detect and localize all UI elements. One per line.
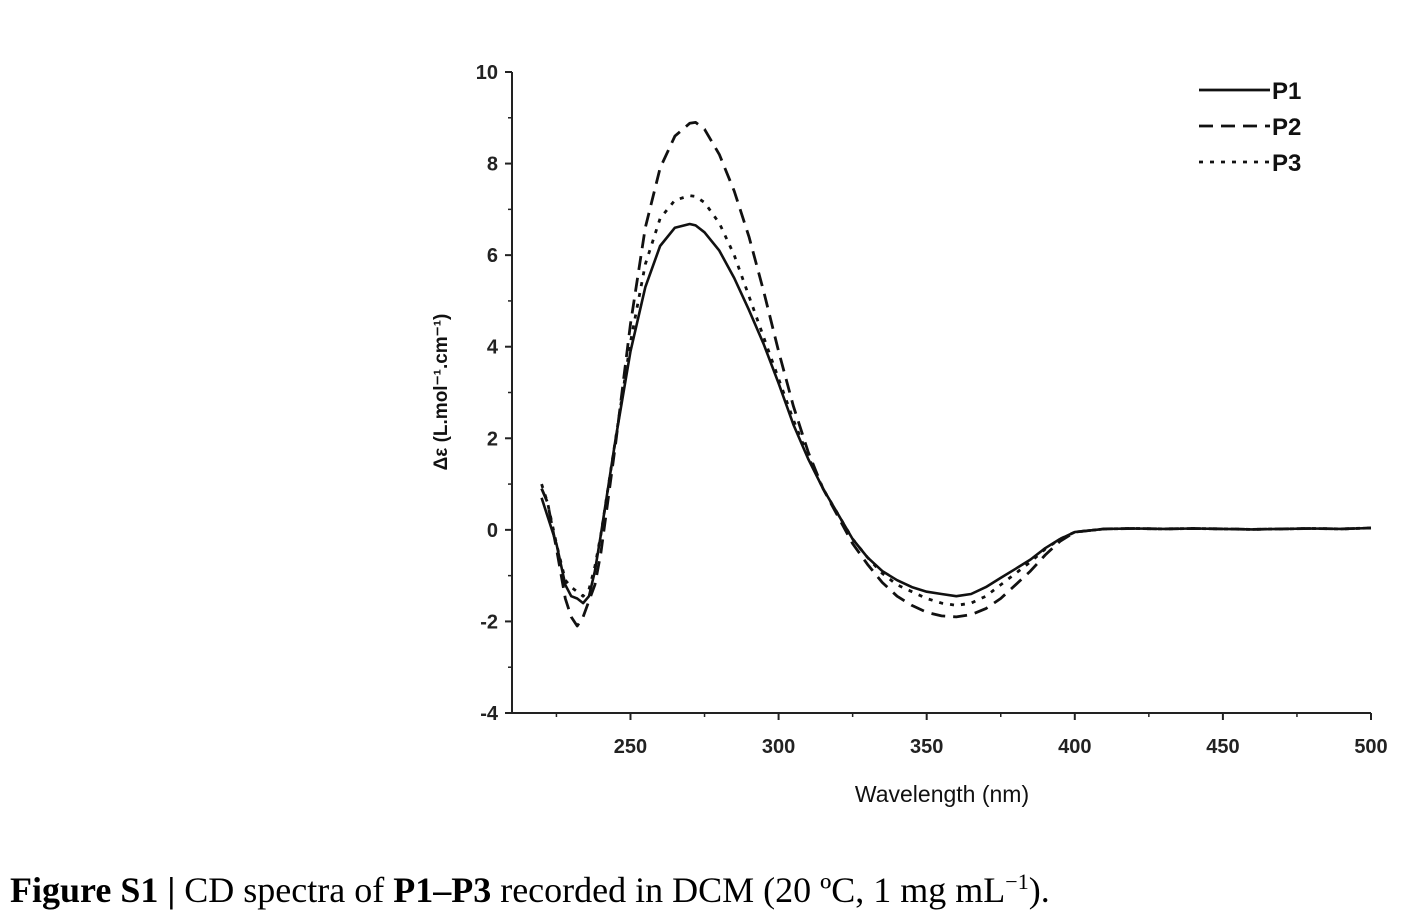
- y-tick-label: -4: [480, 703, 499, 725]
- legend-label-p3: P3: [1272, 150, 1301, 177]
- y-tick-label: 2: [487, 428, 498, 450]
- legend: P1 P2 P3: [1199, 78, 1301, 177]
- series-line-p3: [540, 194, 1372, 607]
- caption-compounds: P1–P3: [393, 870, 492, 910]
- x-axis-title: Wavelength (nm): [855, 781, 1029, 807]
- figure-caption: Figure S1 | CD spectra of P1–P3 recorded…: [10, 868, 1390, 912]
- legend-label-p1: P1: [1272, 78, 1301, 105]
- caption-superscript: −1: [1005, 869, 1029, 894]
- x-tick-label: 300: [762, 736, 795, 758]
- caption-label: Figure S1 |: [10, 870, 176, 910]
- x-tick-label: 350: [910, 736, 943, 758]
- data-series: [540, 121, 1372, 628]
- y-tick-label: 6: [487, 245, 498, 267]
- x-tick-label: 450: [1206, 736, 1239, 758]
- cd-spectra-chart: -4 -2 0 2 4 6 8 10 250 300 350 400 450 500 P1 P2 P3 Wav…: [431, 62, 1388, 807]
- chart-svg: -4 -2 0 2 4 6 8 10 250 300 350 400 450 500 P1 P2 P3 Wav…: [431, 62, 1388, 807]
- y-axis-title: Δε (L.mol⁻¹.cm⁻¹): [431, 314, 452, 471]
- tick-labels: -4 -2 0 2 4 6 8 10 250 300 350 400 450 500: [476, 62, 1388, 758]
- caption-text-3: ).: [1028, 870, 1050, 910]
- tick-marks: [505, 71, 1372, 720]
- x-tick-label: 250: [614, 736, 647, 758]
- y-tick-label: 8: [487, 154, 498, 176]
- x-tick-label: 500: [1354, 736, 1387, 758]
- y-tick-label: 4: [487, 337, 499, 359]
- series-line-p1: [540, 222, 1372, 605]
- y-tick-label: 10: [476, 62, 498, 84]
- x-tick-label: 400: [1058, 736, 1091, 758]
- legend-label-p2: P2: [1272, 114, 1301, 141]
- caption-text-2: recorded in DCM (20 ºC, 1 mg mL: [491, 870, 1006, 910]
- caption-text-1: CD spectra of: [175, 870, 394, 910]
- y-tick-label: -2: [480, 611, 498, 633]
- y-tick-label: 0: [487, 520, 498, 542]
- series-line-p2: [540, 121, 1372, 628]
